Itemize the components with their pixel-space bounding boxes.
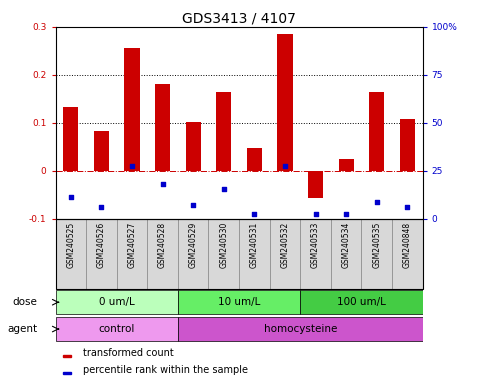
Bar [63,107,78,170]
Bar [270,218,300,289]
Text: 0 um/L: 0 um/L [99,297,135,307]
Bar [56,218,86,289]
Text: GSM240532: GSM240532 [281,222,289,268]
Bar [361,218,392,289]
Text: dose: dose [12,297,37,307]
Text: agent: agent [7,324,37,334]
Title: GDS3413 / 4107: GDS3413 / 4107 [182,12,296,26]
Bar [63,356,71,358]
Bar [125,48,140,170]
Text: GSM240530: GSM240530 [219,222,228,268]
Point [342,211,350,217]
Bar [185,122,201,170]
Bar [178,317,423,341]
Point [189,202,197,208]
Bar [147,218,178,289]
Bar [178,290,300,314]
Bar [300,218,331,289]
Bar [277,34,293,170]
Text: control: control [99,324,135,334]
Text: GSM240528: GSM240528 [158,222,167,268]
Bar [178,218,209,289]
Point [403,204,411,210]
Bar [331,218,361,289]
Point [159,181,167,187]
Point [67,194,75,200]
Bar [117,218,147,289]
Bar [155,84,170,170]
Point [98,204,105,210]
Bar [209,218,239,289]
Text: GSM240531: GSM240531 [250,222,259,268]
Bar [63,372,71,374]
Text: transformed count: transformed count [83,348,174,358]
Point [128,163,136,169]
Bar [369,91,384,170]
Bar [94,131,109,170]
Text: homocysteine: homocysteine [264,324,337,334]
Bar [308,170,323,199]
Point [281,163,289,169]
Bar [56,317,178,341]
Text: GSM240848: GSM240848 [403,222,412,268]
Point [373,199,381,205]
Point [251,211,258,217]
Bar [300,290,423,314]
Text: 10 um/L: 10 um/L [218,297,260,307]
Bar [239,218,270,289]
Bar [339,159,354,170]
Text: GSM240535: GSM240535 [372,222,381,268]
Bar [216,91,231,170]
Bar [247,147,262,170]
Text: GSM240534: GSM240534 [341,222,351,268]
Bar [56,290,178,314]
Text: GSM240526: GSM240526 [97,222,106,268]
Text: GSM240533: GSM240533 [311,222,320,268]
Text: GSM240525: GSM240525 [66,222,75,268]
Text: 100 um/L: 100 um/L [337,297,386,307]
Bar [400,119,415,170]
Text: percentile rank within the sample: percentile rank within the sample [83,365,248,375]
Point [312,211,319,217]
Point [220,186,227,192]
Bar [86,218,117,289]
Text: GSM240529: GSM240529 [189,222,198,268]
Text: GSM240527: GSM240527 [128,222,137,268]
Bar [392,218,423,289]
